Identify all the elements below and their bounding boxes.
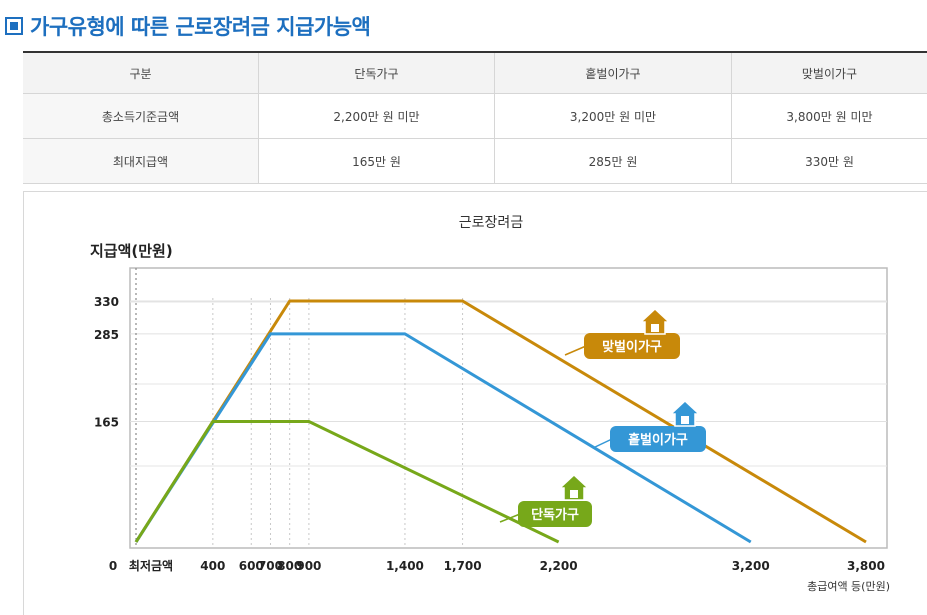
x-tick-label: 2,200	[540, 559, 578, 573]
y-tick-label: 330	[94, 295, 119, 309]
y-origin-label: 0	[109, 559, 117, 573]
table-header-row: 구분 단독가구 홑벌이가구 맞벌이가구	[23, 51, 927, 94]
x-tick-label: 400	[200, 559, 225, 573]
table-header: 홑벌이가구	[494, 51, 732, 94]
x-tick-label: 700	[258, 559, 283, 573]
square-bullet-icon	[5, 17, 23, 35]
plot-frame	[129, 267, 888, 549]
table-cell: 330만 원	[731, 138, 927, 184]
house-window	[570, 490, 578, 498]
table-header: 단독가구	[258, 51, 495, 94]
house-window	[681, 416, 689, 424]
legend-label: 홑벌이가구	[628, 432, 688, 448]
house-icon	[558, 473, 590, 501]
house-window	[651, 324, 659, 332]
table-cell: 165만 원	[258, 138, 495, 184]
chart-title: 근로장려금	[459, 215, 524, 231]
x-tick-label: 3,800	[847, 559, 885, 573]
x-tick-label: 900	[296, 559, 321, 573]
benefit-table: 구분 단독가구 홑벌이가구 맞벌이가구 총소득기준금액 2,200만 원 미만 …	[23, 51, 927, 184]
legend-badge	[518, 501, 592, 527]
house-icon	[639, 307, 671, 335]
y-axis-label: 지급액(만원)	[90, 242, 173, 260]
table-cell: 285만 원	[494, 138, 732, 184]
series-line	[134, 420, 560, 544]
x-axis-label: 총급여액 등(만원)	[807, 580, 890, 593]
x-tick-label: 1,700	[444, 559, 482, 573]
chart-panel	[23, 191, 927, 615]
x-tick-label: 최저금액	[129, 558, 173, 573]
legend-label: 단독가구	[531, 507, 579, 523]
legend-badge	[584, 333, 680, 359]
x-tick-label: 600	[239, 559, 264, 573]
legend-leader	[499, 513, 521, 523]
table-row: 최대지급액 165만 원 285만 원 330만 원	[23, 138, 927, 184]
x-tick-label: 3,200	[732, 559, 770, 573]
legend-label: 맞벌이가구	[602, 339, 662, 355]
legend-leader	[564, 345, 587, 356]
table-cell: 3,200만 원 미만	[494, 93, 732, 139]
page-title: 가구유형에 따른 근로장려금 지급가능액	[30, 15, 371, 39]
table-row-header: 총소득기준금액	[23, 93, 259, 139]
x-tick-label: 800	[277, 559, 302, 573]
y-tick-label: 165	[94, 416, 119, 430]
y-tick-label: 285	[94, 328, 119, 342]
page-title-bar: 가구유형에 따른 근로장려금 지급가능액	[0, 10, 371, 42]
legend-badge	[610, 426, 706, 452]
table-header: 구분	[23, 51, 259, 94]
legend-leader	[592, 438, 613, 449]
table-header: 맞벌이가구	[731, 51, 927, 94]
x-tick-label: 1,400	[386, 559, 424, 573]
table-row-header: 최대지급액	[23, 138, 259, 184]
house-icon	[669, 399, 701, 427]
table-row: 총소득기준금액 2,200만 원 미만 3,200만 원 미만 3,800만 원…	[23, 93, 927, 139]
